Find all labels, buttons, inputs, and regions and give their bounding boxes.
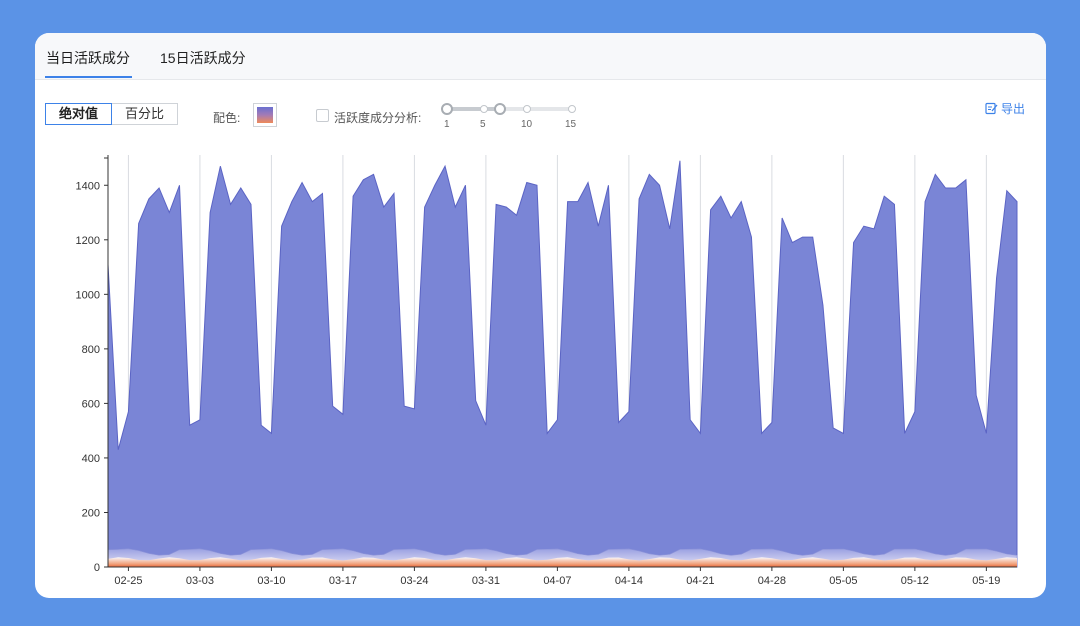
x-tick-label: 03-03 bbox=[186, 575, 214, 587]
slider-stop-label: 10 bbox=[521, 119, 533, 130]
absolute-value-button[interactable]: 绝对值 bbox=[45, 103, 113, 125]
x-tick-label: 03-10 bbox=[257, 575, 285, 587]
export-icon bbox=[985, 102, 998, 115]
composition-band-base bbox=[108, 557, 1017, 567]
tab-bar: 当日活跃成分 15日活跃成分 bbox=[35, 33, 1046, 80]
export-button[interactable]: 导出 bbox=[985, 100, 1025, 117]
y-tick-label: 600 bbox=[82, 398, 100, 410]
x-tick-label: 05-19 bbox=[972, 575, 1000, 587]
slider-stop[interactable] bbox=[523, 105, 531, 113]
slider-stop[interactable] bbox=[568, 105, 576, 113]
y-tick-label: 1200 bbox=[76, 235, 100, 247]
x-tick-label: 03-24 bbox=[400, 575, 428, 587]
slider-range-fill bbox=[445, 107, 498, 111]
value-mode-toggle: 绝对值 百分比 bbox=[45, 103, 179, 125]
analysis-checkbox[interactable] bbox=[316, 109, 329, 122]
slider-stop-label: 15 bbox=[565, 119, 577, 130]
tab-daily-active-composition[interactable]: 当日活跃成分 bbox=[46, 50, 130, 66]
active-users-area bbox=[107, 160, 1018, 568]
x-tick-label: 05-05 bbox=[829, 575, 857, 587]
y-tick-label: 400 bbox=[82, 453, 100, 465]
export-label: 导出 bbox=[1001, 102, 1026, 116]
x-tick-label: 04-07 bbox=[543, 575, 571, 587]
y-tick-label: 1000 bbox=[76, 289, 100, 301]
slider-stop[interactable] bbox=[480, 105, 488, 113]
y-tick-label: 800 bbox=[82, 344, 100, 356]
color-scheme-picker[interactable] bbox=[253, 103, 277, 127]
slider-track[interactable] bbox=[445, 107, 573, 111]
x-tick-label: 04-14 bbox=[615, 575, 643, 587]
color-scheme-label: 配色: bbox=[213, 111, 241, 125]
x-tick-label: 03-31 bbox=[472, 575, 500, 587]
slider-stop-label: 1 bbox=[444, 119, 450, 130]
slider-handle-end[interactable] bbox=[494, 103, 506, 115]
y-tick-label: 200 bbox=[82, 507, 100, 519]
main-card: 当日活跃成分 15日活跃成分 绝对值 百分比 配色: 活跃度成分分析: 1 5 … bbox=[35, 33, 1046, 598]
x-tick-label: 04-21 bbox=[686, 575, 714, 587]
x-tick-label: 05-12 bbox=[901, 575, 929, 587]
y-tick-label: 0 bbox=[94, 562, 100, 574]
x-tick-label: 03-17 bbox=[329, 575, 357, 587]
x-tick-label: 04-28 bbox=[758, 575, 786, 587]
active-tab-indicator bbox=[45, 76, 132, 78]
percentage-button[interactable]: 百分比 bbox=[112, 103, 179, 125]
gradient-swatch-icon bbox=[257, 107, 273, 123]
slider-handle-start[interactable] bbox=[441, 103, 453, 115]
stacked-area-chart: 02-25 03-03 03-10 03-17 03-24 03-31 04-07 04-14… bbox=[76, 155, 1018, 587]
tab-15day-active-composition[interactable]: 15日活跃成分 bbox=[160, 50, 246, 66]
slider-stop-label: 5 bbox=[480, 119, 486, 130]
y-tick-label: 1400 bbox=[76, 180, 100, 192]
analysis-label: 活跃度成分分析: bbox=[334, 111, 422, 125]
x-tick-label: 02-25 bbox=[114, 575, 142, 587]
